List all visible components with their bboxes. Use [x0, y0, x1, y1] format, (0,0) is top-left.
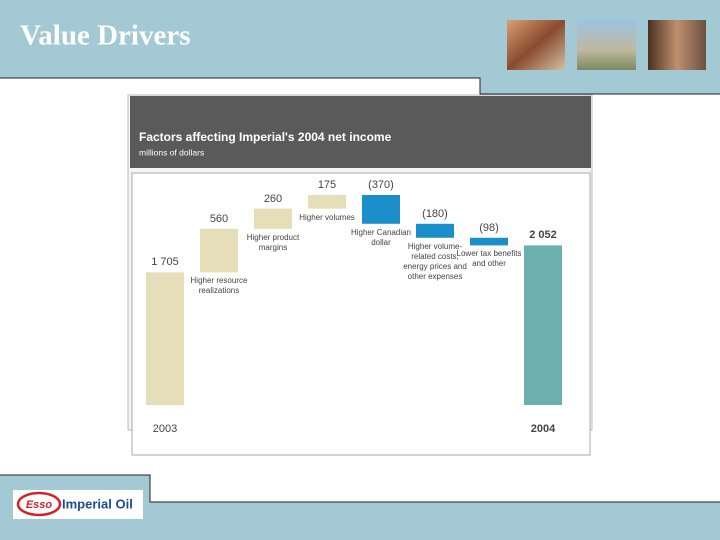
value-label: 260	[263, 192, 283, 205]
photo	[577, 20, 636, 70]
header-rule	[0, 77, 720, 95]
footer-rule	[0, 474, 720, 503]
category-label: Higher volume-related costs, energy pric…	[403, 241, 467, 281]
value-label: 175	[317, 179, 337, 191]
chart-header	[130, 96, 591, 168]
category-label: Higher resource realizations	[190, 276, 248, 296]
category-label: 2003	[152, 423, 178, 435]
value-label: 560	[209, 212, 229, 225]
photo	[507, 20, 565, 70]
bar	[362, 195, 400, 224]
value-label: (180)	[422, 207, 448, 220]
chart-subtitle: millions of dollars	[139, 147, 204, 157]
bar	[200, 228, 238, 273]
logo-name: Imperial Oil	[62, 496, 133, 511]
category-label: Higher volumes	[299, 212, 355, 222]
bar	[470, 237, 508, 246]
footer-band	[0, 475, 720, 540]
value-label: (98)	[479, 221, 499, 234]
category-label: 2004	[530, 423, 556, 435]
bar	[416, 223, 454, 238]
bar	[308, 195, 346, 209]
bar	[146, 272, 184, 405]
category-label: Lower tax benefits and other	[456, 249, 522, 269]
photo	[648, 20, 706, 70]
logo-oval	[16, 491, 62, 517]
category-label: Higher Canadian dollar	[350, 227, 412, 247]
category-label: Higher product margins	[246, 232, 300, 252]
value-label: (370)	[368, 179, 394, 191]
chart-title: Factors affecting Imperial's 2004 net in…	[139, 130, 392, 144]
bar	[524, 245, 562, 405]
value-label: 1 705	[151, 256, 179, 269]
chart-area	[131, 172, 591, 456]
slide-title: Value Drivers	[20, 20, 191, 52]
value-label: 2 052	[529, 229, 557, 242]
logo-brand: Esso	[26, 499, 53, 511]
bar	[254, 208, 292, 229]
